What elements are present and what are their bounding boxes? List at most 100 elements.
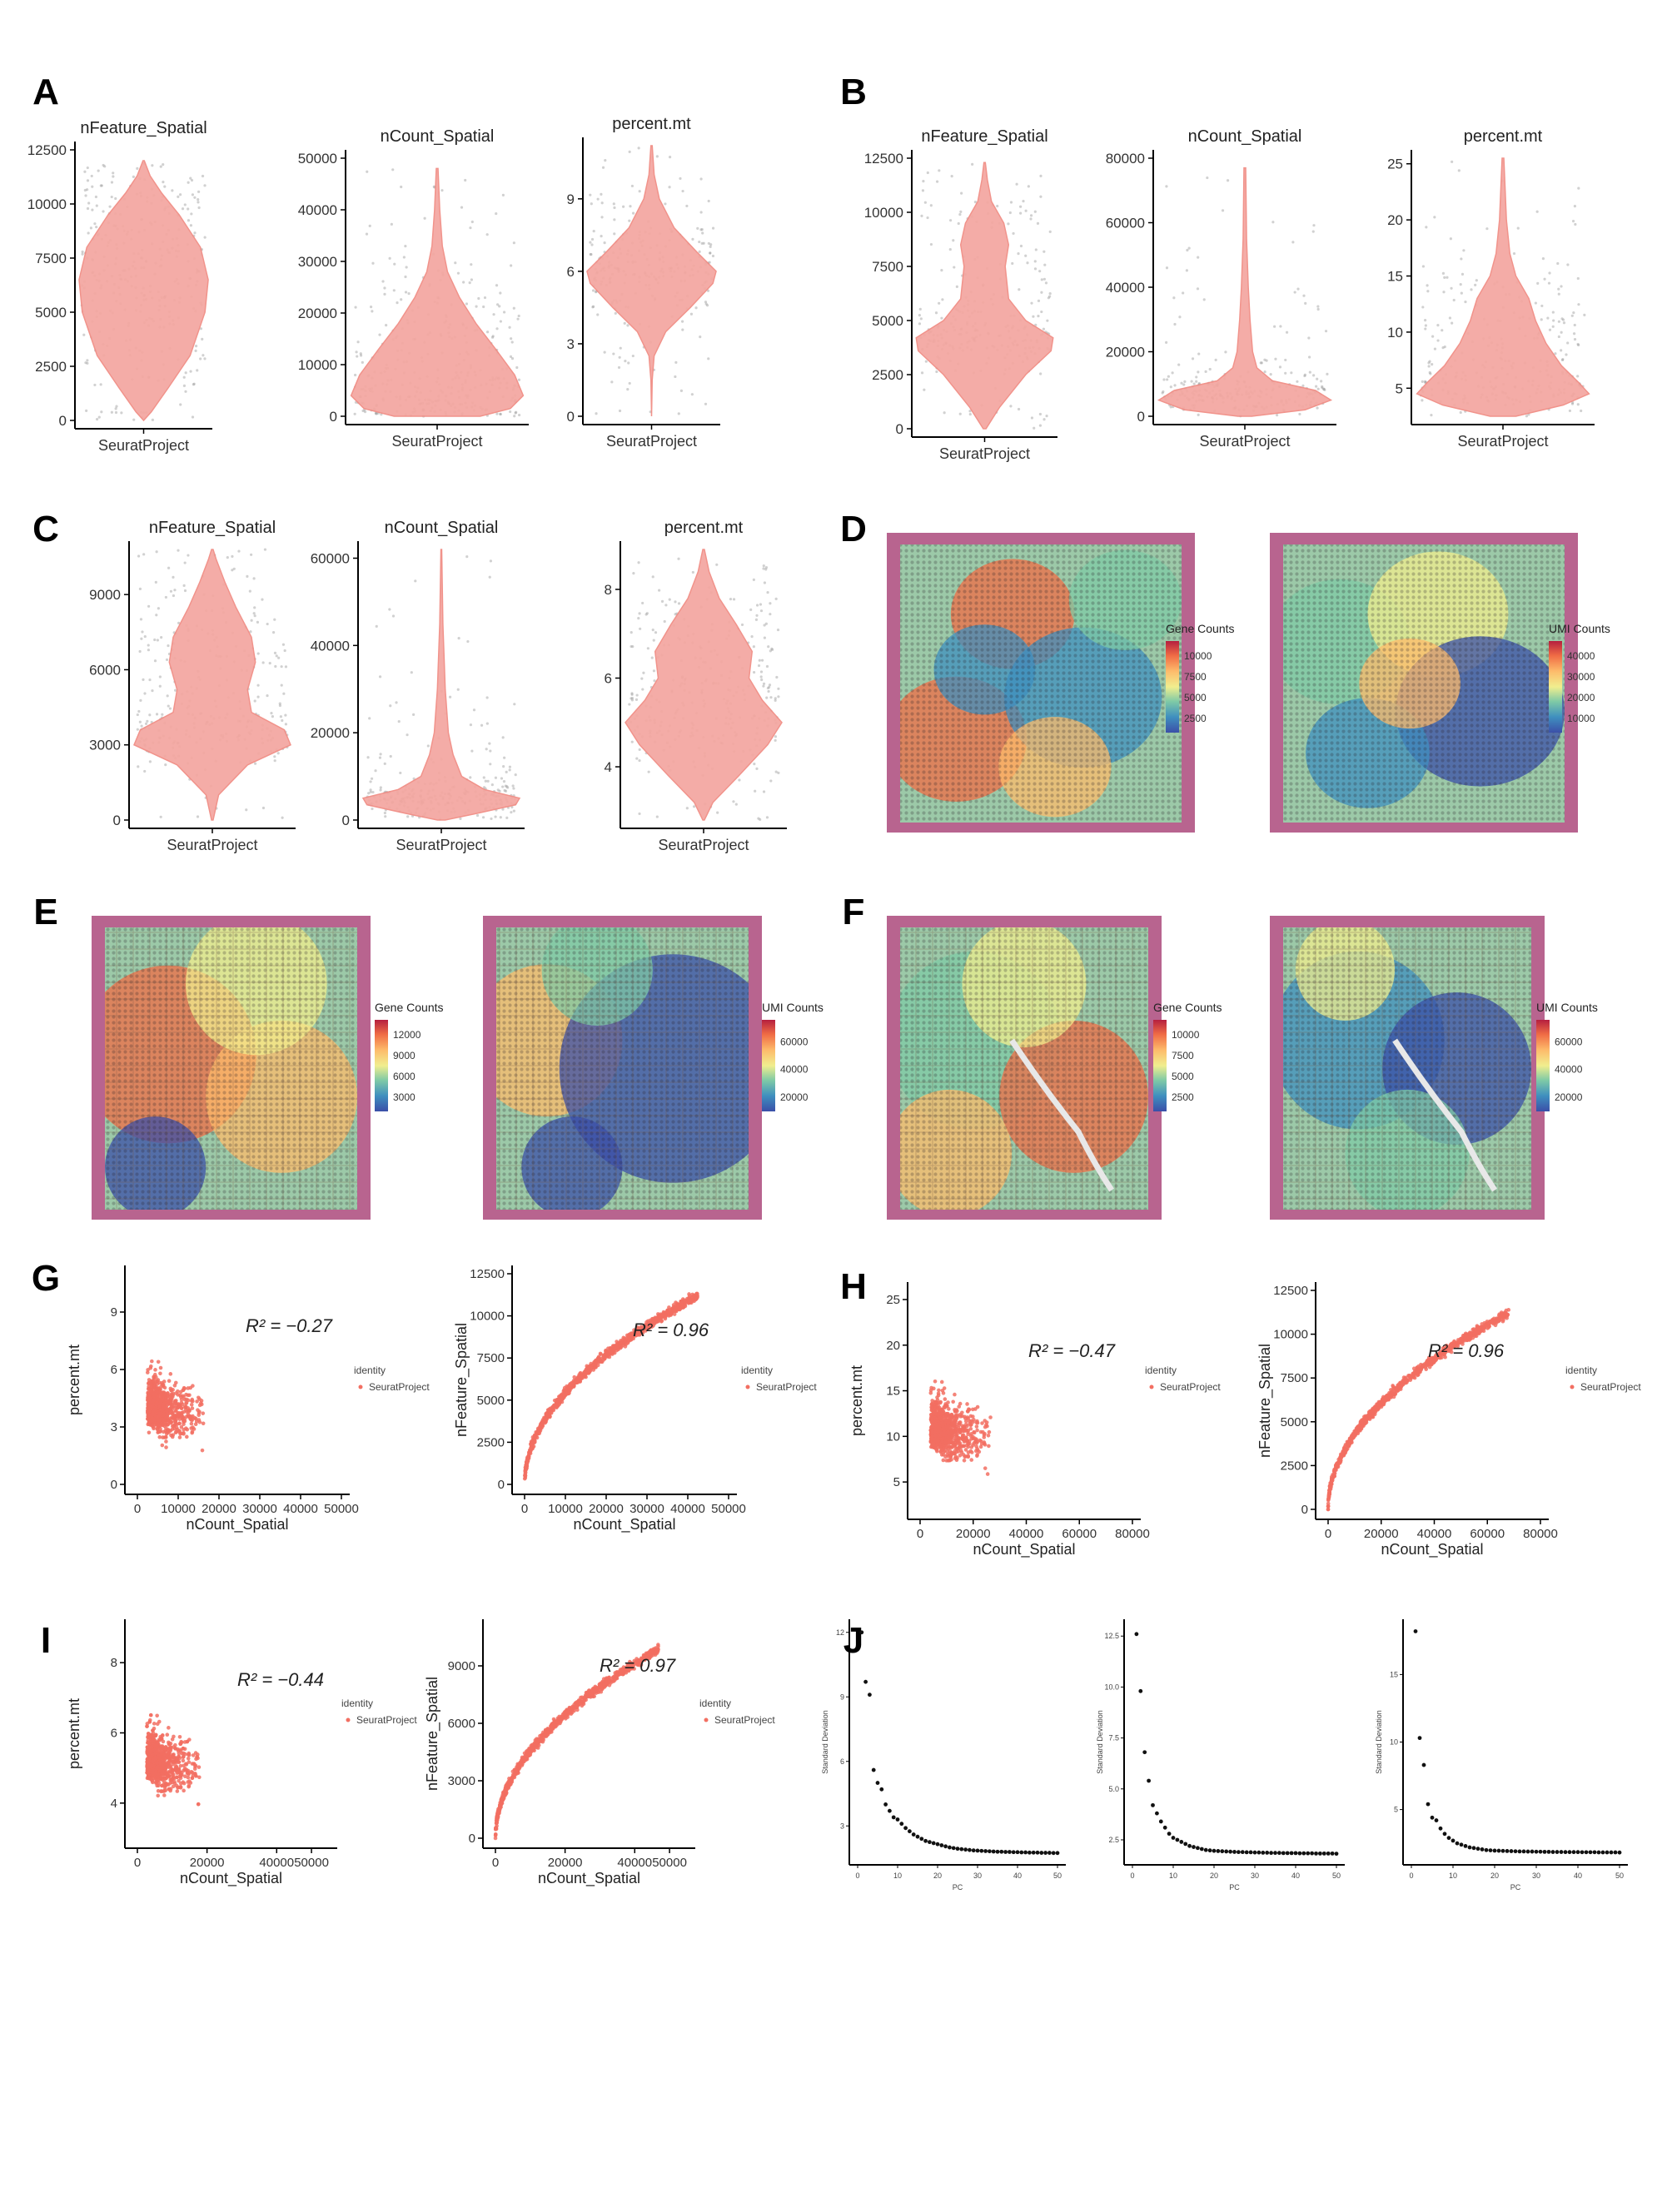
violin-c-3-jitter-point [749, 608, 753, 612]
violin-a-3-jitter-point [699, 211, 703, 214]
violin-a-3-jitter-point [622, 205, 625, 208]
scatter-g-1-point [147, 1391, 151, 1395]
scatter-g-1-point [168, 1372, 173, 1376]
violin-b-3-jitter-point [1561, 357, 1565, 361]
scatter-g-2-xtick-label: 30000 [629, 1502, 664, 1516]
violin-b-3-jitter-point [1577, 303, 1580, 306]
violin-c-2-jitter-point [496, 788, 500, 792]
violin-c-2-jitter-point [399, 771, 402, 775]
violin-a-1-jitter-point [100, 184, 103, 187]
violin-b-1-jitter-point [1030, 416, 1034, 420]
violin-b-1-jitter-point [926, 216, 929, 220]
violin-a-3-jitter-point [681, 189, 684, 193]
violin-c-1-jitter-point [281, 816, 284, 819]
violin-c-2-jitter-point [505, 785, 509, 788]
violin-a-1-jitter-point [191, 193, 195, 196]
violin-b-2-jitter-point [1263, 358, 1266, 361]
violin-b-1-title: nFeature_Spatial [921, 127, 1047, 146]
scatter-g-1-point [148, 1364, 153, 1369]
violin-b-3-jitter-point [1554, 352, 1557, 355]
violin-a-2-jitter-point [404, 291, 408, 294]
scatter-g-1-point [162, 1418, 167, 1423]
violin-c-1-jitter-point [136, 713, 139, 717]
scatter-g-1-point [150, 1415, 154, 1420]
violin-b-1-jitter-point [1045, 414, 1048, 418]
spatial-f-1-legend-tick: 5000 [1172, 1071, 1194, 1082]
violin-a-2-jitter-point [501, 193, 505, 196]
violin-a-2-jitter-point [404, 245, 407, 248]
scatter-g-1-point [191, 1417, 195, 1422]
scatter-g-1-point [182, 1432, 186, 1436]
scatter-g-2-ytick-label: 7500 [477, 1351, 505, 1365]
violin-b-1-jitter-point [1029, 214, 1033, 217]
violin-c-3-jitter-point [760, 659, 764, 662]
violin-a-1-jitter-point [194, 345, 198, 348]
violin-b-1-jitter-point [1024, 209, 1028, 212]
violin-b-2-jitter-point [1177, 363, 1181, 366]
violin-a-1-ytick-label: 7500 [35, 251, 67, 266]
violin-a-1-jitter-point [89, 226, 92, 230]
violin-b-2-ytick-label: 20000 [1106, 345, 1145, 360]
violin-a-3-jitter-point [702, 241, 705, 245]
violin-c-1-jitter-point [281, 718, 284, 723]
violin-a-3-jitter-point [709, 251, 712, 255]
violin-c-2-jitter-point [499, 816, 502, 819]
violin-c-3-jitter-point [635, 757, 639, 760]
scatter-g-1-r2-annotation: R² = −0.27 [246, 1315, 333, 1336]
violin-a-2-jitter-point [510, 337, 513, 340]
violin-a-2-jitter-point [371, 261, 375, 265]
violin-b-3-jitter-point [1535, 210, 1539, 213]
violin-b-1-jitter-point [943, 411, 946, 415]
violin-c-2: 0200004000060000nCount_SpatialSeuratProj… [311, 519, 525, 853]
scatter-g-2-point [679, 1300, 684, 1305]
violin-a-3-jitter-point [711, 226, 715, 230]
violin-c-2-jitter-point [457, 637, 460, 640]
violin-a-1-jitter-point [86, 188, 89, 191]
violin-c-1-jitter-point [270, 712, 273, 715]
violin-b-2-jitter-point [1316, 307, 1320, 311]
violin-c-1-jitter-point [159, 815, 162, 818]
violin-c-2-jitter-point [366, 756, 370, 759]
violin-c-1-jitter-point [174, 688, 177, 692]
violin-b-1-jitter-point [1048, 230, 1052, 234]
violin-b-2-jitter-point [1311, 230, 1315, 233]
violin-a-3-jitter-point [677, 412, 680, 415]
violin-b-3-jitter-point [1441, 345, 1445, 350]
scatter-g-1-point [187, 1409, 192, 1413]
violin-b-1-jitter-point [1039, 174, 1043, 178]
violin-a-2-jitter-point [359, 354, 363, 357]
violin-c-1-jitter-point [156, 639, 159, 642]
violin-a-1-jitter-point [203, 236, 207, 239]
violin-c-1-jitter-point [275, 654, 278, 658]
violin-b-1-jitter-point [971, 162, 974, 166]
violin-b-1-jitter-point [1034, 323, 1038, 326]
violin-b-3-jitter-point [1441, 271, 1446, 275]
violin-c-3-jitter-point [641, 688, 644, 691]
violin-b-2-jitter-point [1284, 358, 1287, 362]
violin-a-3-jitter-point [618, 409, 622, 413]
violin-b-1-ytick-label: 7500 [872, 259, 903, 275]
scatter-g-1-point [194, 1419, 199, 1424]
scatter-g-2-point [623, 1338, 627, 1343]
violin-a-2: 01000020000300004000050000nCount_Spatial… [298, 127, 529, 450]
violin-c-3-jitter-point [774, 770, 778, 773]
violin-b-2-jitter-point [1204, 370, 1207, 373]
violin-b-2-jitter-point [1320, 380, 1323, 383]
violin-b-1-jitter-point [1033, 267, 1038, 271]
violin-c-3-jitter-point [754, 618, 759, 622]
violin-c-2-jitter-point [475, 813, 480, 818]
panel-label-e: E [33, 892, 57, 932]
violin-c-2-jitter-point [498, 789, 501, 793]
violin-a-1-jitter-point [81, 252, 84, 256]
scatter-g-1-point [164, 1445, 168, 1449]
violin-a-1-jitter-point [199, 357, 202, 360]
violin-a-3-jitter-point [707, 241, 710, 246]
violin-a-2-jitter-point [512, 241, 515, 245]
violin-c-3-jitter-point [646, 647, 649, 650]
scatter-g-2-point [565, 1384, 569, 1389]
violin-c-2-jitter-point [508, 768, 511, 772]
scatter-g-2-point [534, 1429, 538, 1434]
violin-b-2-xlabel: SeuratProject [1199, 433, 1290, 450]
scatter-g-1-point [148, 1403, 153, 1408]
violin-c-2-jitter-point [426, 744, 430, 748]
